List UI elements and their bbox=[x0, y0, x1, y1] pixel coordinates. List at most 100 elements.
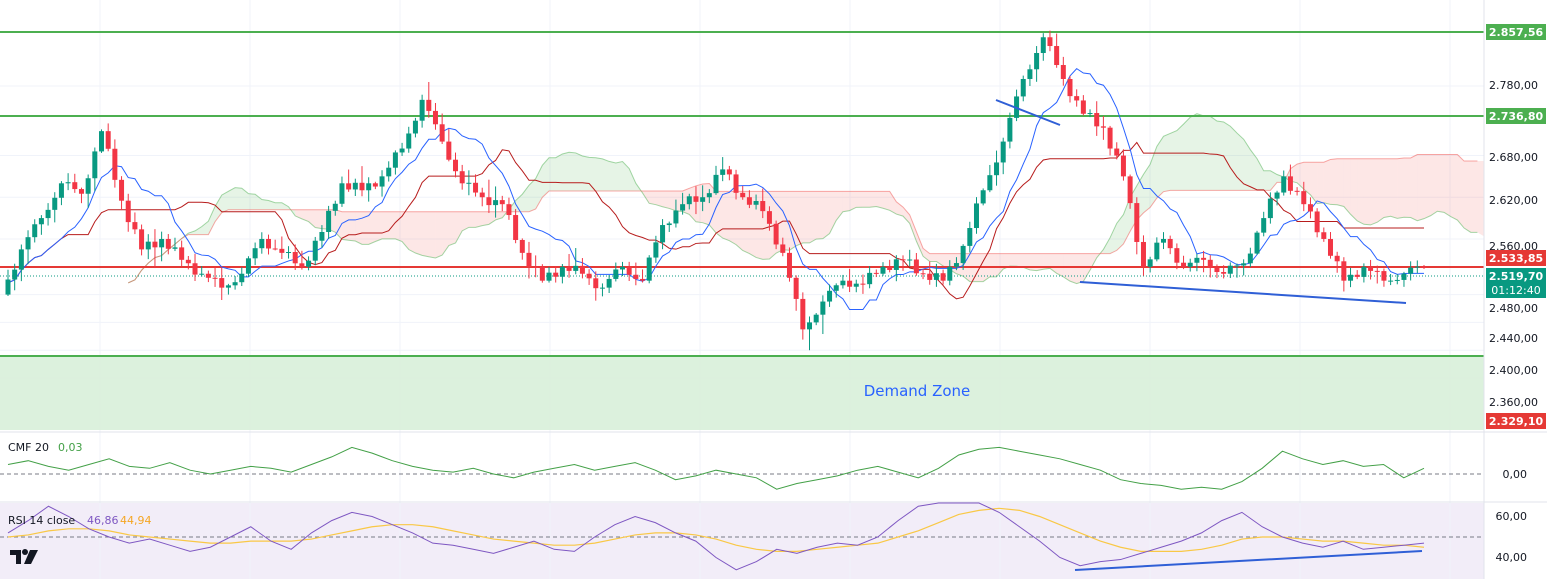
cloud-segment bbox=[1236, 133, 1244, 191]
candle bbox=[25, 230, 31, 265]
cloud-segment bbox=[1223, 121, 1231, 191]
candle bbox=[332, 200, 338, 216]
cloud-segment bbox=[248, 193, 256, 210]
candle bbox=[372, 181, 378, 190]
trendline-support bbox=[1079, 281, 1407, 304]
candle bbox=[466, 170, 472, 196]
cloud-segment bbox=[1216, 120, 1224, 191]
cloud-segment bbox=[1303, 162, 1311, 195]
candle bbox=[1227, 262, 1233, 279]
cloud-segment bbox=[802, 191, 810, 243]
candle bbox=[65, 173, 71, 191]
cloud-segment bbox=[1323, 159, 1331, 205]
candle bbox=[152, 229, 158, 269]
cloud-segment bbox=[1430, 154, 1438, 216]
cloud-segment bbox=[555, 153, 563, 192]
candle bbox=[1007, 112, 1013, 149]
candle bbox=[513, 209, 519, 244]
candle bbox=[1247, 247, 1253, 268]
demand-zone bbox=[0, 356, 1484, 430]
cloud-segment bbox=[1016, 253, 1024, 268]
cloud-segment bbox=[488, 211, 496, 225]
candle bbox=[1080, 95, 1086, 116]
cloud-segment bbox=[1163, 133, 1171, 192]
candle bbox=[459, 164, 465, 190]
candle bbox=[900, 255, 906, 271]
demand-zone-label: Demand Zone bbox=[864, 382, 971, 400]
rsi-legend-name: RSI 14 close bbox=[8, 514, 75, 527]
candle bbox=[1161, 232, 1167, 250]
candle bbox=[58, 181, 64, 206]
price-axis[interactable]: 2.780,00 2.680,00 2.620,00 2.560,00 2.48… bbox=[1489, 79, 1538, 409]
candle bbox=[546, 266, 552, 283]
candle bbox=[265, 234, 271, 255]
cloud-segment bbox=[1343, 158, 1351, 215]
candle bbox=[1327, 232, 1333, 259]
rsi-legend[interactable]: RSI 14 close 46,86 44,94 bbox=[8, 514, 152, 527]
candle bbox=[486, 179, 492, 213]
candle bbox=[1094, 101, 1100, 136]
candle bbox=[439, 113, 445, 145]
candle bbox=[599, 283, 605, 297]
svg-text:2.533,85: 2.533,85 bbox=[1489, 252, 1543, 265]
cloud-segment bbox=[749, 191, 757, 258]
cloud-segment bbox=[1403, 157, 1411, 218]
cloud-segment bbox=[1457, 154, 1465, 229]
candle bbox=[793, 275, 799, 311]
candle bbox=[686, 193, 692, 210]
candle bbox=[1060, 56, 1066, 86]
candle bbox=[933, 263, 939, 287]
cloud-segment bbox=[1330, 158, 1338, 205]
candle bbox=[740, 185, 746, 200]
cmf-legend[interactable]: CMF 20 0,03 bbox=[8, 441, 83, 454]
candle bbox=[773, 220, 779, 250]
cloud-segment bbox=[355, 211, 362, 245]
cloud-segment bbox=[889, 191, 897, 215]
svg-text:2.857,56: 2.857,56 bbox=[1489, 26, 1544, 39]
candle bbox=[1034, 46, 1040, 82]
candle bbox=[1107, 125, 1113, 156]
candle bbox=[1401, 271, 1407, 287]
candle bbox=[746, 190, 752, 209]
candle bbox=[947, 260, 953, 286]
candle bbox=[1221, 265, 1227, 279]
cmf-legend-value: 0,03 bbox=[58, 441, 83, 454]
rsi-ma-line bbox=[7, 507, 1425, 552]
candle bbox=[907, 249, 913, 267]
candle bbox=[306, 256, 312, 271]
candle bbox=[526, 241, 532, 279]
candle bbox=[92, 147, 98, 192]
cloud-segment bbox=[729, 191, 737, 245]
candle bbox=[619, 261, 625, 277]
cloud-segment bbox=[856, 191, 863, 208]
cloud-segment bbox=[702, 183, 710, 225]
candle bbox=[753, 194, 759, 210]
candle bbox=[606, 275, 612, 294]
cloud-segment bbox=[281, 202, 289, 210]
cloud-segment bbox=[862, 191, 870, 208]
candle bbox=[99, 129, 105, 153]
tradingview-logo[interactable] bbox=[10, 549, 38, 564]
candle bbox=[259, 232, 265, 254]
cmf-legend-name: CMF 20 bbox=[8, 441, 49, 454]
candle bbox=[105, 123, 111, 152]
cloud-segment bbox=[876, 191, 883, 209]
candle bbox=[1234, 263, 1240, 278]
candle bbox=[406, 126, 412, 153]
candle bbox=[1394, 274, 1400, 285]
candle bbox=[660, 219, 666, 250]
cloud-segment bbox=[1243, 139, 1251, 191]
candle bbox=[239, 267, 245, 287]
candle bbox=[192, 253, 198, 281]
candle bbox=[766, 206, 772, 231]
candle bbox=[713, 165, 719, 195]
candle bbox=[853, 279, 859, 293]
cloud-segment bbox=[669, 191, 676, 211]
candle bbox=[319, 225, 325, 248]
candle bbox=[1040, 33, 1046, 61]
candle bbox=[272, 239, 278, 251]
candle bbox=[252, 242, 258, 266]
candle bbox=[78, 187, 84, 204]
candle bbox=[139, 224, 145, 256]
cloud-segment bbox=[1337, 158, 1344, 207]
